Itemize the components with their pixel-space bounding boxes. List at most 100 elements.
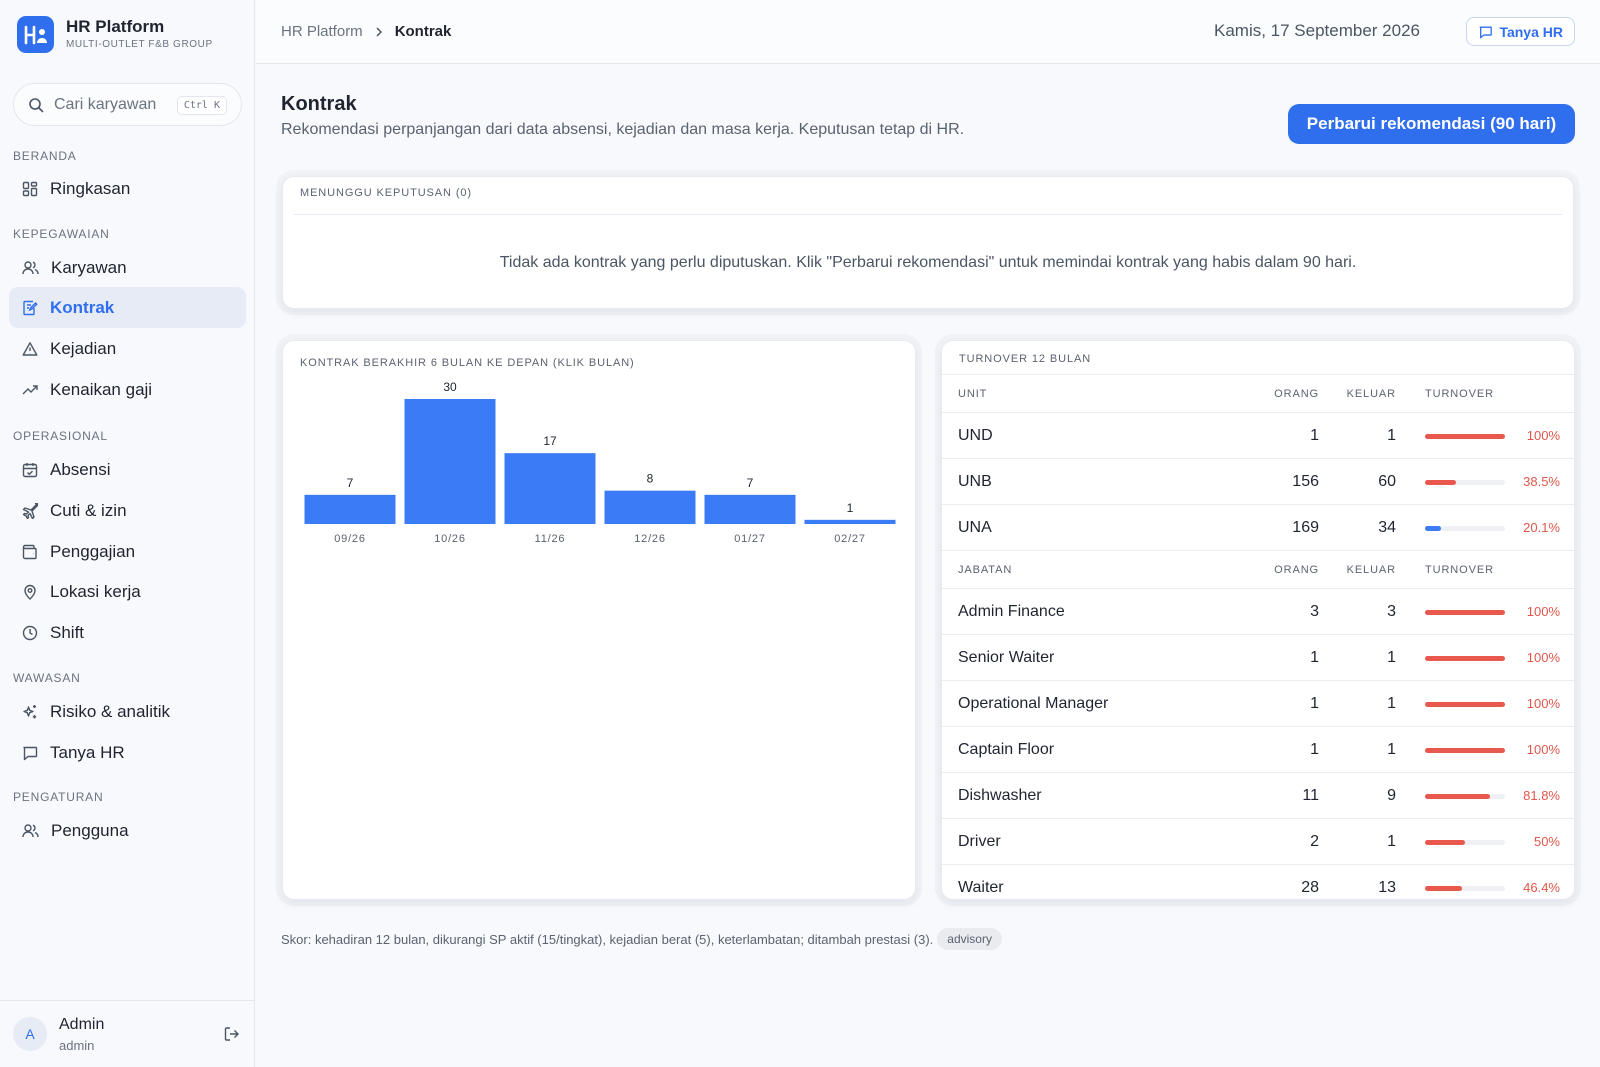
- chart-bar[interactable]: [404, 399, 496, 524]
- table-row[interactable]: UNB 156 60 38.5%: [942, 458, 1574, 504]
- warning-icon: [22, 341, 38, 356]
- sidebar-item-kontrak[interactable]: Kontrak: [9, 287, 246, 328]
- sidebar-item-label: Risiko & analitik: [50, 701, 170, 721]
- sidebar-item-tanya-hr[interactable]: Tanya HR: [9, 732, 246, 773]
- chart-bar-group[interactable]: 7 09/26: [304, 476, 396, 545]
- row-keluar: 34: [1378, 519, 1396, 536]
- turnover-bar: [1425, 610, 1505, 615]
- row-orang: 1: [1310, 649, 1319, 666]
- table-row[interactable]: Captain Floor 1 1 100%: [942, 726, 1574, 772]
- refresh-recommendations-button[interactable]: Perbarui rekomendasi (90 hari): [1288, 104, 1575, 144]
- sidebar-item-cuti-izin[interactable]: Cuti & izin: [9, 490, 246, 531]
- sidebar-item-shift[interactable]: Shift: [9, 612, 246, 653]
- row-keluar: 1: [1387, 427, 1396, 444]
- chart-bar[interactable]: [604, 490, 696, 524]
- table-row[interactable]: Operational Manager 1 1 100%: [942, 680, 1574, 726]
- sidebar-item-label: Lokasi kerja: [50, 581, 141, 601]
- turnover-bar: [1425, 886, 1505, 891]
- chart-bar[interactable]: [304, 494, 396, 524]
- chat-icon: [1480, 26, 1493, 38]
- row-orang: 1: [1310, 695, 1319, 712]
- search-shortcut: Ctrl K: [176, 96, 227, 115]
- nav-section-beranda: BERANDA: [13, 149, 77, 163]
- turnover-bar-fill: [1425, 794, 1491, 799]
- search-input[interactable]: Cari karyawan Ctrl K: [13, 83, 242, 126]
- row-keluar: 1: [1387, 649, 1396, 666]
- sidebar-item-penggajian[interactable]: Penggajian: [9, 531, 246, 572]
- chart-tick-label: 01/27: [734, 533, 766, 545]
- row-keluar: 60: [1378, 473, 1396, 490]
- chart-tick-label: 10/26: [434, 533, 466, 545]
- row-name: Driver: [958, 833, 1001, 850]
- table-row[interactable]: Waiter 28 13 46.4%: [942, 864, 1574, 899]
- sidebar-item-lokasi-kerja[interactable]: Lokasi kerja: [9, 571, 246, 612]
- sidebar-item-ringkasan[interactable]: Ringkasan: [9, 168, 246, 209]
- turnover-bar-fill: [1425, 840, 1465, 845]
- expiring-contracts-chart-card: KONTRAK BERAKHIR 6 BULAN KE DEPAN (KLIK …: [282, 340, 916, 900]
- table-row[interactable]: UND 1 1 100%: [942, 412, 1574, 458]
- sidebar-item-label: Tanya HR: [50, 742, 125, 762]
- chart-data-label: 1: [847, 501, 854, 515]
- map-pin-icon: [24, 584, 36, 600]
- turnover-bar: [1425, 702, 1505, 707]
- nav-section-wawasan: WAWASAN: [13, 671, 81, 685]
- chart-data-label: 30: [443, 380, 457, 394]
- page-description: Rekomendasi perpanjangan dari data absen…: [281, 121, 965, 138]
- chart-bar-group[interactable]: 30 10/26: [404, 380, 496, 545]
- table-header-jabatan: JABATAN ORANG KELUAR TURNOVER: [942, 550, 1574, 588]
- breadcrumb-current: Kontrak: [394, 23, 452, 40]
- chart-bar-group[interactable]: 1 02/27: [804, 501, 896, 545]
- topbar: HR Platform Kontrak Kamis, 17 September …: [256, 0, 1600, 64]
- sidebar-item-risiko-analitik[interactable]: Risiko & analitik: [9, 691, 246, 732]
- turnover-bar-fill: [1425, 480, 1456, 485]
- row-turnover-pct: 50%: [1533, 834, 1560, 849]
- logout-button[interactable]: [224, 1026, 241, 1047]
- row-name: Operational Manager: [958, 695, 1109, 712]
- row-name: Dishwasher: [958, 787, 1042, 804]
- table-row[interactable]: Senior Waiter 1 1 100%: [942, 634, 1574, 680]
- column-header: ORANG: [1274, 388, 1319, 400]
- row-turnover-pct: 100%: [1526, 696, 1560, 711]
- table-row[interactable]: Driver 2 1 50%: [942, 818, 1574, 864]
- turnover-bar: [1425, 656, 1505, 661]
- sidebar: HR Platform MULTI-OUTLET F&B GROUP Cari …: [0, 0, 255, 1067]
- table-row[interactable]: Dishwasher 11 9 81.8%: [942, 772, 1574, 818]
- nav-section-kepegawaian: KEPEGAWAIAN: [13, 227, 110, 241]
- sidebar-item-kejadian[interactable]: Kejadian: [9, 328, 246, 369]
- row-keluar: 9: [1387, 787, 1396, 804]
- row-turnover-pct: 20.1%: [1523, 520, 1560, 535]
- table-row[interactable]: UNA 169 34 20.1%: [942, 504, 1574, 550]
- sidebar-item-kenaikan-gaji[interactable]: Kenaikan gaji: [9, 369, 246, 410]
- divider: [294, 214, 1562, 215]
- row-name: Admin Finance: [958, 603, 1065, 620]
- sidebar-item-absensi[interactable]: Absensi: [9, 449, 246, 490]
- ask-hr-button[interactable]: Tanya HR: [1466, 17, 1575, 46]
- brand[interactable]: HR Platform MULTI-OUTLET F&B GROUP: [17, 16, 213, 53]
- chart-bar[interactable]: [704, 494, 796, 524]
- chart-tick-label: 12/26: [634, 533, 666, 545]
- sidebar-item-karyawan[interactable]: Karyawan: [9, 247, 246, 288]
- breadcrumb-root[interactable]: HR Platform: [281, 23, 363, 40]
- row-orang: 169: [1292, 519, 1319, 536]
- row-turnover-pct: 38.5%: [1523, 474, 1560, 489]
- chart-tick-label: 11/26: [535, 533, 566, 545]
- chart-bar[interactable]: [804, 519, 896, 524]
- column-header: UNIT: [958, 388, 988, 400]
- turnover-bar: [1425, 794, 1505, 799]
- avatar: A: [13, 1017, 47, 1051]
- turnover-bar: [1425, 526, 1505, 531]
- sidebar-item-label: Ringkasan: [50, 178, 131, 198]
- search-icon: [29, 97, 44, 112]
- user-name: Admin: [59, 1016, 105, 1033]
- table-row[interactable]: Admin Finance 3 3 100%: [942, 588, 1574, 634]
- sidebar-item-label: Penggajian: [50, 541, 136, 561]
- sidebar-item-pengguna[interactable]: Pengguna: [9, 810, 246, 851]
- chart-bar[interactable]: [504, 453, 596, 524]
- sidebar-item-label: Pengguna: [51, 820, 129, 840]
- chart-bar-group[interactable]: 17 11/26: [504, 434, 596, 545]
- clock-icon: [22, 625, 38, 640]
- calendar-check-icon: [22, 462, 38, 477]
- chart-bar-group[interactable]: 7 01/27: [704, 476, 796, 545]
- chart-bar-group[interactable]: 8 12/26: [604, 472, 696, 545]
- nav-section-operasional: OPERASIONAL: [13, 429, 108, 443]
